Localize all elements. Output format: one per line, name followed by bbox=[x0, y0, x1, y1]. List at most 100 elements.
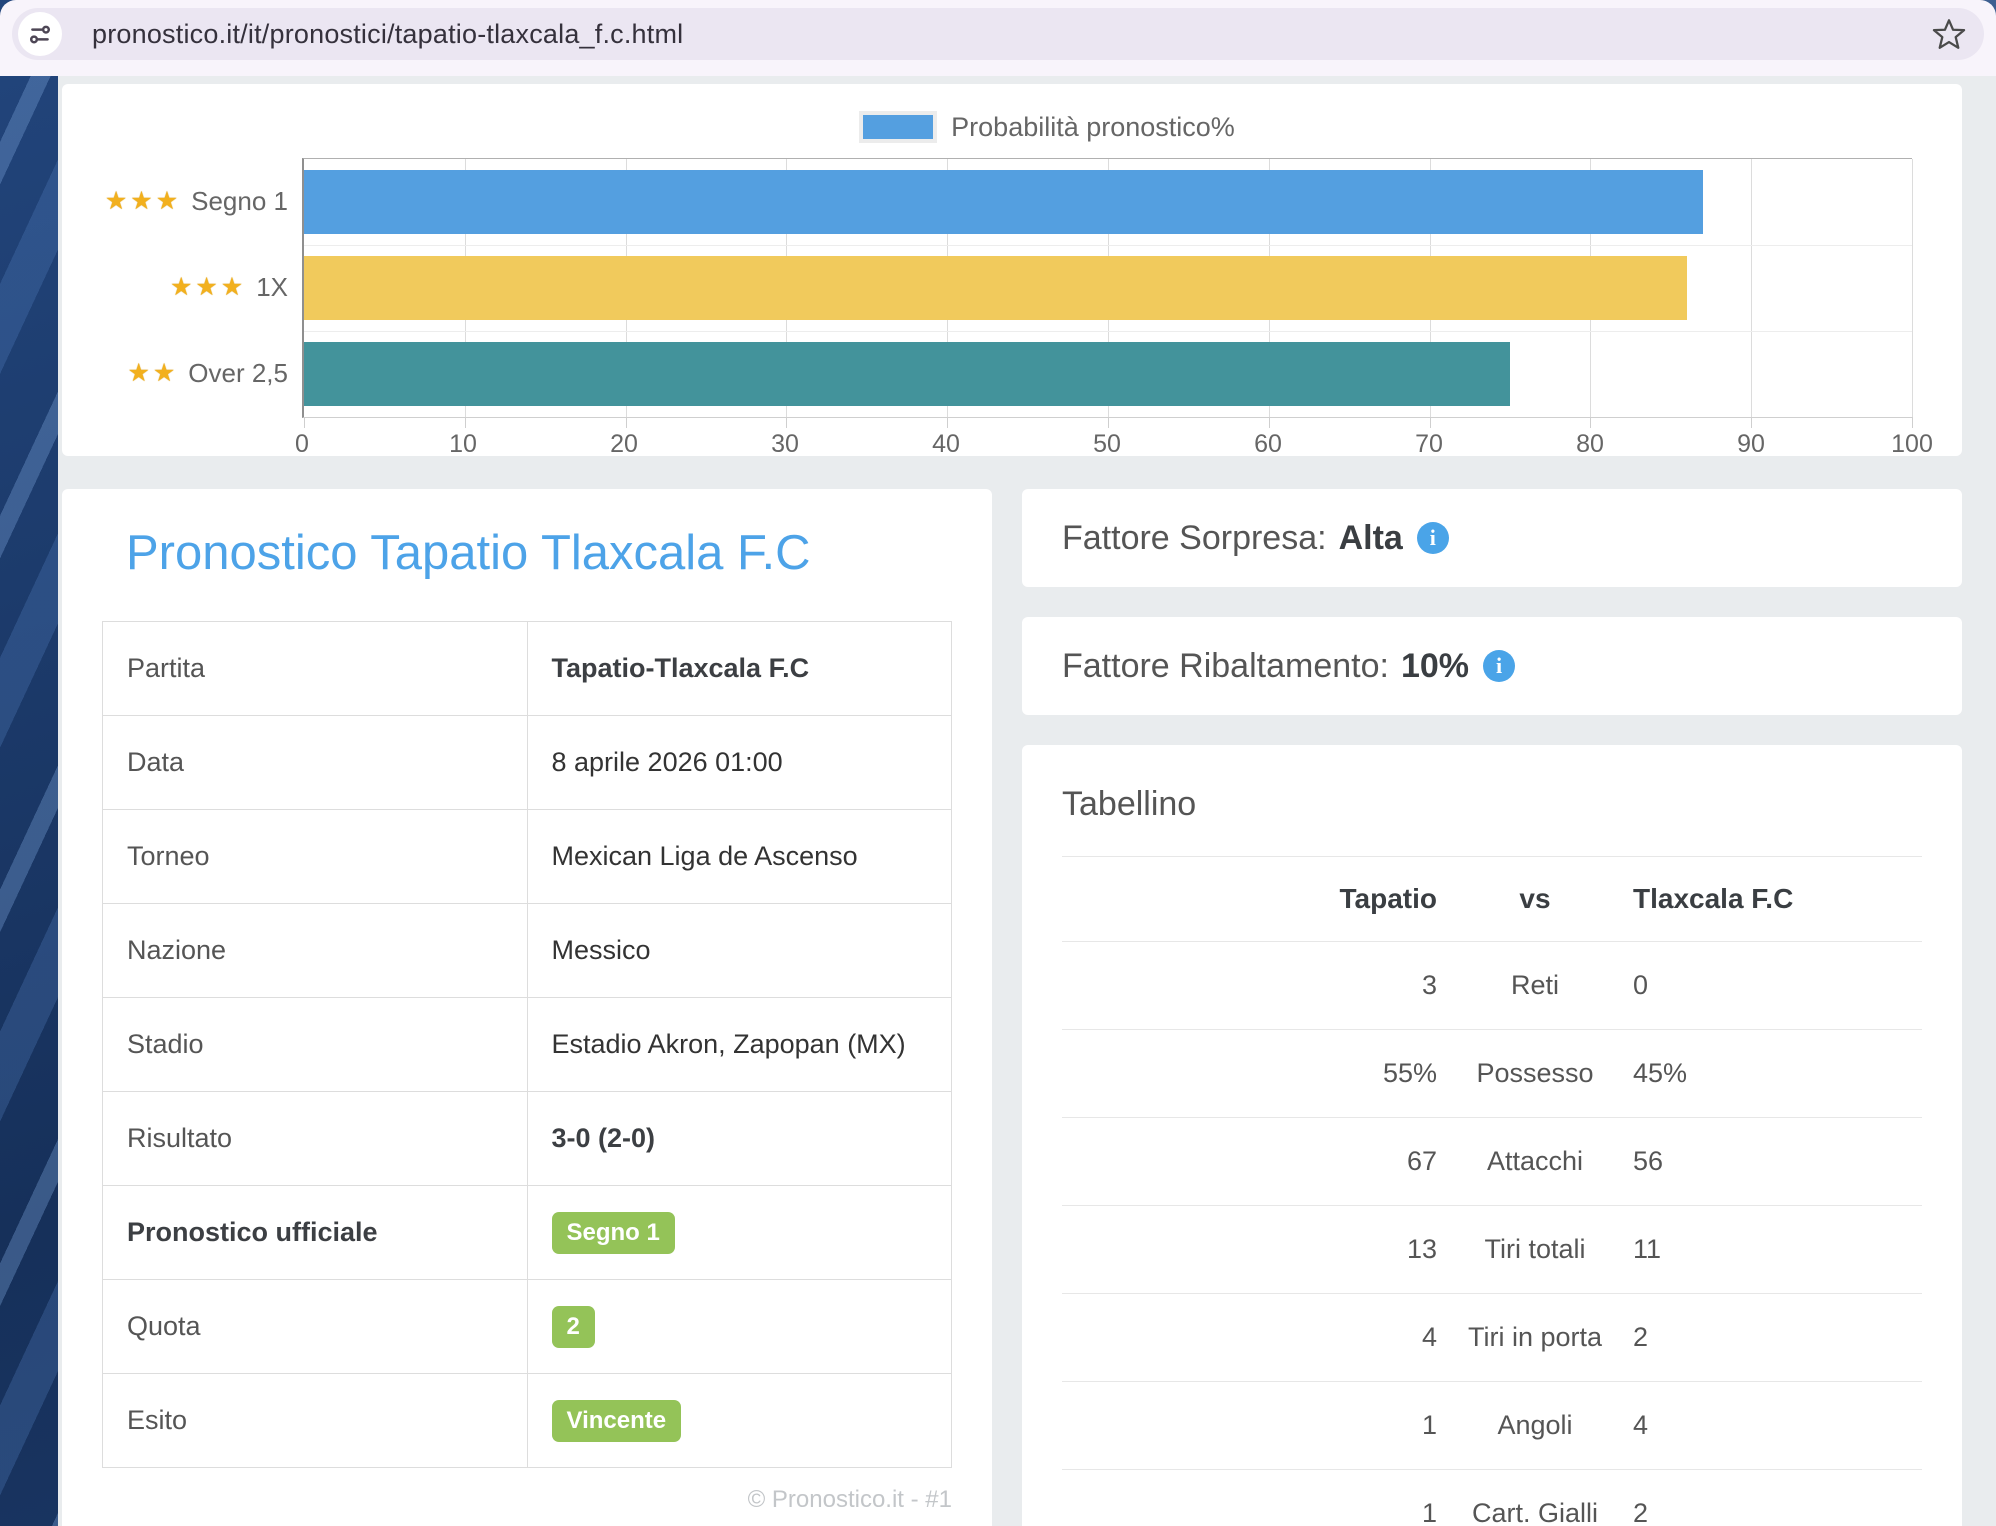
match-row-label: Partita bbox=[102, 621, 528, 716]
match-row-value: Estadio Akron, Zapopan (MX) bbox=[526, 997, 952, 1092]
bookmark-star-icon bbox=[1932, 19, 1966, 49]
browser-toolbar: pronostico.it/it/pronostici/tapatio-tlax… bbox=[0, 0, 1996, 76]
surprise-factor-card: Fattore Sorpresa: Alta bbox=[1022, 489, 1962, 587]
match-row-value: Mexican Liga de Ascenso bbox=[526, 809, 952, 904]
rating-stars-icon: ★★★ bbox=[104, 187, 182, 215]
match-table-row: Quota 2 bbox=[102, 1279, 952, 1374]
match-row-value: 3-0 (2-0) bbox=[526, 1091, 952, 1186]
url-text[interactable]: pronostico.it/it/pronostici/tapatio-tlax… bbox=[92, 19, 684, 49]
x-axis-tick-label: 20 bbox=[610, 430, 638, 458]
x-axis-tick-label: 70 bbox=[1415, 430, 1443, 458]
tabellino-cell: Attacchi bbox=[1449, 1117, 1621, 1206]
chart-bar-row bbox=[304, 159, 1912, 245]
tabellino-row: 1 Angoli 4 bbox=[1062, 1381, 1922, 1470]
chart-bar bbox=[304, 342, 1510, 406]
x-axis-tick-label: 80 bbox=[1576, 430, 1604, 458]
page-info-button[interactable] bbox=[18, 12, 62, 56]
chart-body: ★★★ Segno 1 ★★★ 1X ★★ Over 2,5 bbox=[62, 158, 1913, 428]
match-row-label: Data bbox=[102, 715, 528, 810]
tabellino-cell: 2 bbox=[1621, 1293, 1922, 1382]
axis-tick bbox=[1108, 417, 1109, 428]
match-row-label: Risultato bbox=[102, 1091, 528, 1186]
probability-chart-card: Probabilità pronostico% ★★★ Segno 1 ★★★ 1X ★… bbox=[62, 84, 1962, 458]
tabellino-cell: 56 bbox=[1621, 1117, 1922, 1206]
chart-bars bbox=[304, 159, 1912, 417]
tabellino-row: 13 Tiri totali 11 bbox=[1062, 1205, 1922, 1294]
tabellino-cell: Reti bbox=[1449, 941, 1621, 1030]
address-bar[interactable]: pronostico.it/it/pronostici/tapatio-tlax… bbox=[12, 8, 1984, 60]
bookmark-button[interactable] bbox=[1932, 18, 1966, 52]
axis-tick bbox=[1429, 417, 1431, 428]
x-axis-tick-label: 40 bbox=[932, 430, 960, 458]
tabellino-cell: 45% bbox=[1621, 1029, 1922, 1118]
comeback-factor-label: Fattore Ribaltamento: bbox=[1062, 646, 1389, 685]
match-row-value: Tapatio-Tlaxcala F.C bbox=[526, 621, 952, 716]
tabellino-card: Tabellino Tapatio vs Tlaxcala F.C 3 Reti 0 55… bbox=[1022, 745, 1962, 1526]
match-row-label: Quota bbox=[102, 1279, 528, 1374]
gridline bbox=[1751, 159, 1753, 417]
columns: Pronostico Tapatio Tlaxcala F.C Partita T… bbox=[62, 489, 1962, 1526]
match-table-row: Stadio Estadio Akron, Zapopan (MX) bbox=[102, 997, 952, 1092]
match-table-row: Pronostico ufficiale Segno 1 bbox=[102, 1185, 952, 1280]
axis-tick bbox=[1751, 417, 1753, 428]
chart-category-row: ★★★ Segno 1 bbox=[62, 158, 302, 244]
comeback-factor-value: 10% bbox=[1400, 646, 1469, 685]
chart-bar-row bbox=[304, 245, 1912, 331]
chart-x-axis: 0 10 20 30 40 50 60 70 80 90 100 bbox=[295, 418, 1933, 464]
tabellino-cell: 1 bbox=[1062, 1381, 1449, 1470]
legend-swatch bbox=[859, 111, 938, 143]
tabellino-row: 4 Tiri in porta 2 bbox=[1062, 1293, 1922, 1382]
gridline bbox=[1912, 159, 1913, 417]
tabellino-cell: 4 bbox=[1062, 1293, 1449, 1382]
match-row-label: Nazione bbox=[102, 903, 528, 998]
chart-category-row: ★★ Over 2,5 bbox=[62, 330, 302, 416]
match-row-value: 2 bbox=[526, 1279, 952, 1374]
tabellino-cell: Angoli bbox=[1449, 1381, 1621, 1470]
surprise-factor-value: Alta bbox=[1338, 518, 1403, 557]
tabellino-body: 3 Reti 0 55% Possesso 45% 67 Attacchi 56 13 Tiri t… bbox=[1062, 941, 1922, 1526]
rating-stars-icon: ★★★ bbox=[169, 273, 247, 301]
tabellino-cell: 55% bbox=[1062, 1029, 1449, 1118]
tabellino-cell: Tiri in porta bbox=[1449, 1293, 1621, 1382]
tabellino-title: Tabellino bbox=[1062, 785, 1197, 823]
chart-category-labels: ★★★ Segno 1 ★★★ 1X ★★ Over 2,5 bbox=[62, 158, 302, 418]
info-icon[interactable] bbox=[1483, 650, 1515, 682]
axis-tick bbox=[1590, 417, 1592, 428]
x-axis-tick-label: 90 bbox=[1737, 430, 1765, 458]
match-row-value: Segno 1 bbox=[526, 1185, 952, 1280]
legend-label: Probabilità pronostico% bbox=[951, 111, 1235, 142]
tabellino-cell: 4 bbox=[1621, 1381, 1922, 1470]
chart-category-label: Segno 1 bbox=[191, 185, 288, 216]
chart-category-row: ★★★ 1X bbox=[62, 244, 302, 330]
chart-plot-area bbox=[302, 158, 1913, 428]
copyright-note: © Pronostico.it - #1 bbox=[747, 1486, 952, 1513]
x-axis-tick-label: 60 bbox=[1254, 430, 1282, 458]
tabellino-header-cell: Tlaxcala F.C bbox=[1633, 883, 1794, 914]
match-details-table: Partita Tapatio-Tlaxcala F.C Data 8 aprile … bbox=[102, 621, 952, 1468]
chart-category-label: Over 2,5 bbox=[188, 357, 288, 388]
tabellino-cell: 0 bbox=[1621, 941, 1922, 1030]
axis-tick bbox=[947, 417, 949, 428]
tabellino-cell: 2 bbox=[1621, 1469, 1922, 1526]
surprise-factor-label: Fattore Sorpresa: bbox=[1062, 518, 1327, 557]
row-gridline bbox=[304, 331, 1912, 332]
rating-stars-icon: ★★ bbox=[127, 359, 179, 387]
tabellino-cell: 67 bbox=[1062, 1117, 1449, 1206]
info-icon[interactable] bbox=[1416, 522, 1449, 554]
x-axis-tick-label: 0 bbox=[295, 430, 309, 458]
match-row-label: Stadio bbox=[102, 997, 528, 1092]
divider bbox=[1062, 856, 1922, 857]
page-content: Probabilità pronostico% ★★★ Segno 1 ★★★ 1X ★… bbox=[58, 76, 1996, 1526]
axis-tick bbox=[304, 417, 305, 428]
page-title: Pronostico Tapatio Tlaxcala F.C bbox=[126, 526, 811, 580]
chart-legend[interactable]: Probabilità pronostico% bbox=[182, 106, 1912, 148]
right-column: Fattore Sorpresa: Alta Fattore Ribaltame… bbox=[1022, 489, 1962, 1526]
match-table-row: Esito Vincente bbox=[102, 1373, 952, 1468]
match-row-value: 8 aprile 2026 01:00 bbox=[526, 715, 952, 810]
x-axis-tick-label: 50 bbox=[1093, 430, 1121, 458]
match-prediction-card: Pronostico Tapatio Tlaxcala F.C Partita T… bbox=[62, 489, 992, 1526]
x-axis-tick-label: 100 bbox=[1891, 430, 1933, 458]
tabellino-header-cell: Tapatio bbox=[1339, 883, 1437, 914]
match-row-label: Torneo bbox=[102, 809, 528, 904]
match-table-row: Nazione Messico bbox=[102, 903, 952, 998]
